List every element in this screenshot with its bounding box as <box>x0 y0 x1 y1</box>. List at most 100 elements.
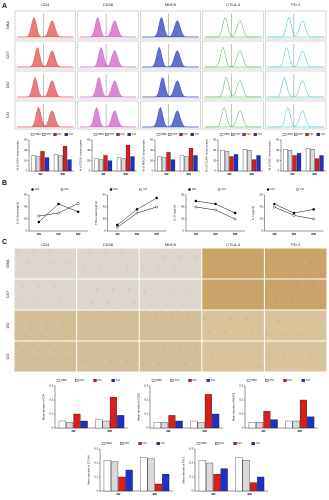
ihc-texture <box>236 258 239 261</box>
histogram-curve <box>204 17 262 38</box>
ihc-texture <box>90 301 94 304</box>
ihc-image <box>14 279 77 310</box>
bar <box>242 149 248 172</box>
x-tick-label: 4W <box>227 172 232 176</box>
bar <box>256 422 264 429</box>
ihc-texture <box>148 304 151 307</box>
legend-label: CO <box>258 132 263 136</box>
legend-label: CO <box>256 441 261 445</box>
line-marker <box>194 205 198 209</box>
ihc-texture <box>164 304 167 307</box>
y-tick-label: 60 <box>24 193 28 197</box>
histogram-curve <box>17 76 74 98</box>
panel-label: A <box>2 3 7 10</box>
histogram-curve <box>204 46 262 68</box>
legend-label: C57 <box>298 132 304 136</box>
histogram-curve <box>79 16 137 38</box>
histogram-curve <box>142 77 199 98</box>
legend-swatch <box>282 133 287 136</box>
y-tick-label: 0 <box>215 169 217 173</box>
legend-swatch <box>168 133 172 136</box>
legend-swatch <box>253 133 257 136</box>
ihc-texture <box>297 333 301 336</box>
row-label: DO <box>5 323 10 329</box>
y-tick-label: 0 <box>104 229 106 233</box>
bar <box>204 394 212 429</box>
ihc-texture <box>265 333 269 336</box>
ihc-texture <box>252 258 255 261</box>
ihc-texture <box>176 327 179 330</box>
bar <box>285 420 293 429</box>
ihc-texture <box>15 249 18 252</box>
ihc-texture <box>210 258 213 261</box>
bar <box>213 474 221 492</box>
ihc-texture <box>272 343 276 346</box>
bar <box>53 154 59 172</box>
bar <box>94 158 99 172</box>
ihc-texture <box>311 284 315 287</box>
legend-swatch <box>170 379 174 382</box>
legend-label: DO <box>247 132 252 136</box>
legend-swatch <box>127 133 131 136</box>
bar <box>73 413 81 429</box>
ihc-texture <box>257 366 260 369</box>
ihc-texture <box>309 261 313 264</box>
legend-label: CO <box>143 187 148 191</box>
y-tick-label: 0.2 <box>94 461 98 465</box>
line-marker <box>273 202 276 206</box>
row-label: CO <box>5 354 10 360</box>
line-marker <box>214 208 217 212</box>
ihc-texture <box>54 285 57 288</box>
ihc-texture <box>309 356 313 359</box>
histogram-curve <box>142 46 199 68</box>
ihc-texture <box>95 288 99 291</box>
ihc-texture <box>38 285 41 288</box>
ihc-image <box>139 279 202 310</box>
bar <box>116 157 122 172</box>
ihc-image <box>202 279 264 310</box>
ihc-texture <box>267 356 271 359</box>
histogram-frame <box>139 10 201 40</box>
ihc-image <box>264 341 327 372</box>
y-tick-label: 0 <box>242 426 244 430</box>
histogram-frame <box>139 100 201 130</box>
legend-label: OBA <box>224 132 230 136</box>
ihc-texture <box>250 330 253 333</box>
ihc-texture <box>66 334 69 337</box>
histogram-frame <box>265 70 327 100</box>
bar <box>251 159 257 172</box>
bar <box>103 460 111 492</box>
bar <box>162 474 170 492</box>
x-tick-label: 4W <box>37 232 42 236</box>
legend-label: OBA <box>251 378 257 382</box>
ihc-image <box>139 341 202 372</box>
legend-label: OBA <box>98 132 104 136</box>
histogram-curve <box>79 106 137 128</box>
x-tick-label: 4W <box>166 429 171 433</box>
ihc-texture <box>283 356 287 359</box>
ihc-texture <box>31 344 34 347</box>
legend-label: OBA <box>106 441 112 445</box>
ihc-texture <box>210 353 213 356</box>
y-tick-label: 40 <box>24 148 28 152</box>
y-tick-label: 0.2 <box>239 398 243 402</box>
x-tick-label: 8W <box>124 172 129 176</box>
ihc-texture <box>183 363 186 366</box>
row-label: OBA <box>5 259 10 268</box>
x-tick-label: 4W <box>261 429 266 433</box>
histogram-curve <box>142 17 199 38</box>
ihc-texture <box>132 301 136 304</box>
bar <box>67 159 72 172</box>
y-tick-label: 0.1 <box>49 412 53 416</box>
bar <box>62 146 68 172</box>
ihc-texture <box>47 249 50 252</box>
legend-swatch <box>156 442 160 445</box>
x-tick-label: 8W <box>76 232 81 236</box>
y-axis-label: IL-6 (pg/ml) <box>251 206 255 220</box>
line <box>274 203 314 214</box>
bar <box>256 155 261 172</box>
bar <box>198 460 206 492</box>
histogram-frame <box>265 10 327 40</box>
histogram-curve <box>17 16 74 38</box>
histogram-frame <box>139 70 201 100</box>
